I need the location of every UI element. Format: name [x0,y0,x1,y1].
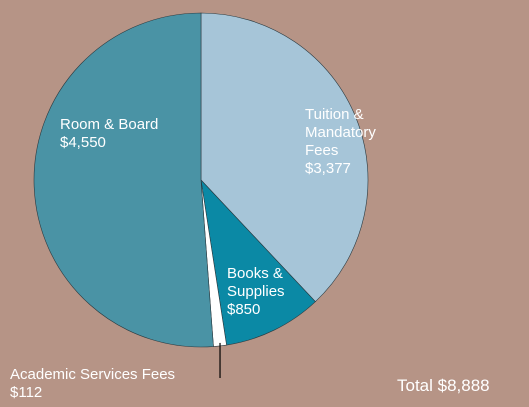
slice-label: Academic Services Fees $112 [10,366,210,402]
value-label: $112 [10,384,43,401]
slice-label: Tuition & Mandatory Fees $3,377 [305,106,385,178]
category-name: Room & Board [60,116,159,133]
value-label: $850 [227,301,261,318]
category-name: Academic Services Fees [10,366,176,383]
value-label: $3,377 [305,160,351,177]
category-name: Books & Supplies [227,265,285,300]
slice-label: Room & Board $4,550 [60,116,200,152]
slice-label: Books & Supplies $850 [227,265,307,319]
pie-slice [33,12,214,348]
category-name: Tuition & Mandatory Fees [305,106,376,159]
value-label: $4,550 [60,134,106,151]
pie-slice [200,12,369,303]
total-annotation: Total $8,888 [397,376,490,395]
pie-slice [200,179,316,346]
